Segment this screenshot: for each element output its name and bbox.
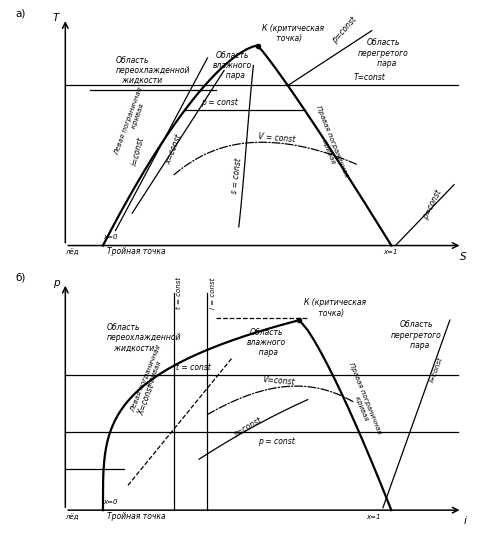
Text: Область
переохлажденной
   жидкости: Область переохлажденной жидкости bbox=[107, 322, 182, 353]
Text: лёд: лёд bbox=[65, 248, 79, 255]
Text: V=const: V=const bbox=[262, 375, 295, 387]
Text: лёд: лёд bbox=[65, 513, 79, 520]
Text: i=const: i=const bbox=[429, 356, 444, 383]
Text: p = const: p = const bbox=[201, 98, 238, 107]
Text: Правая пограничная
       кривая: Правая пограничная кривая bbox=[308, 105, 349, 180]
Text: Область
переохлажденной
   жидкости: Область переохлажденной жидкости bbox=[116, 56, 190, 85]
Text: Левая пограничная
       кривая: Левая пограничная кривая bbox=[129, 344, 169, 416]
Text: S: S bbox=[460, 252, 467, 262]
Text: Правая пограничная
       кривая: Правая пограничная кривая bbox=[342, 362, 382, 437]
Text: Тройная точка: Тройная точка bbox=[107, 512, 166, 521]
Text: p=const: p=const bbox=[420, 189, 443, 221]
Text: Область
перегретого
   пара: Область перегретого пара bbox=[358, 38, 408, 68]
Text: x=const: x=const bbox=[163, 133, 184, 166]
Text: p=const: p=const bbox=[330, 15, 358, 45]
Text: Левая пограничная
       кривая: Левая пограничная кривая bbox=[114, 86, 151, 159]
Text: X=const: X=const bbox=[137, 383, 156, 416]
Text: б): б) bbox=[15, 273, 26, 283]
Text: t = const: t = const bbox=[176, 276, 182, 309]
Text: i: i bbox=[464, 516, 467, 526]
Text: V = const: V = const bbox=[258, 132, 295, 145]
Text: К (критическая
      точка): К (критическая точка) bbox=[262, 24, 324, 43]
Text: T: T bbox=[53, 14, 59, 23]
Text: x=0: x=0 bbox=[103, 499, 118, 505]
Text: Область
влажного
  пара: Область влажного пара bbox=[213, 51, 252, 80]
Text: s = const: s = const bbox=[230, 158, 243, 194]
Text: Область
перегретого
   пара: Область перегретого пара bbox=[391, 320, 442, 350]
Text: i = const: i = const bbox=[209, 278, 215, 309]
Text: x=1: x=1 bbox=[383, 249, 398, 255]
Text: Тройная точка: Тройная точка bbox=[107, 247, 166, 256]
Text: а): а) bbox=[15, 8, 26, 18]
Text: К (критическая
      точка): К (критическая точка) bbox=[304, 298, 365, 318]
Text: i=const: i=const bbox=[130, 136, 146, 167]
Text: t = const: t = const bbox=[176, 363, 211, 372]
Text: x=1: x=1 bbox=[366, 514, 381, 520]
Text: s=const: s=const bbox=[232, 415, 264, 439]
Text: p = const: p = const bbox=[258, 437, 295, 447]
Text: x=0: x=0 bbox=[103, 234, 118, 240]
Text: Область
влажного
  пара: Область влажного пара bbox=[246, 328, 285, 357]
Text: T=const: T=const bbox=[354, 73, 385, 83]
Text: p: p bbox=[53, 278, 59, 288]
